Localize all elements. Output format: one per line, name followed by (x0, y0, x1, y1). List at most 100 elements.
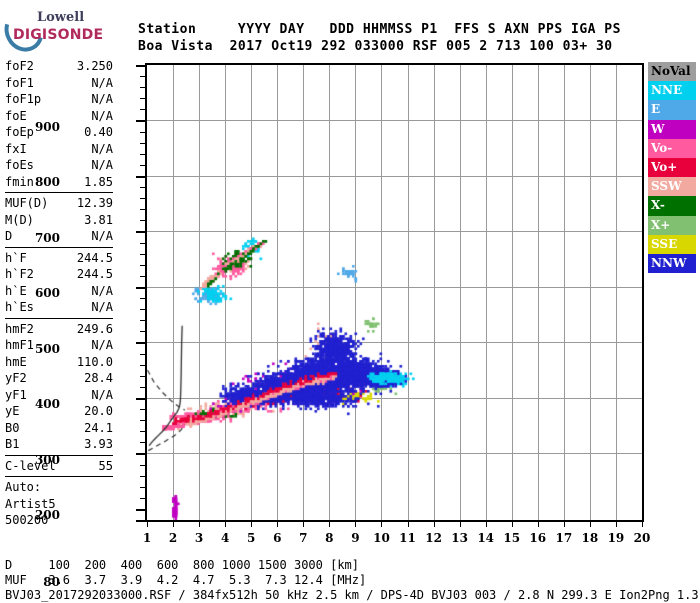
param-key: h`E (5, 283, 27, 298)
legend-item-noval[interactable]: NoVal (648, 62, 696, 82)
param-value: N/A (91, 300, 113, 314)
scatter-canvas (147, 65, 642, 520)
legend-item-x[interactable]: X- (648, 196, 696, 216)
legend-item-vo[interactable]: Vo- (648, 138, 696, 158)
param-divider (5, 476, 113, 477)
x-axis-label: 10 (373, 531, 390, 545)
param-divider (5, 192, 113, 193)
footer-info: D 100 200 400 600 800 1000 1500 3000 [km… (5, 558, 700, 603)
x-axis-tick (589, 520, 591, 527)
param-value: 249.6 (76, 321, 113, 336)
x-axis-labels: 1 2 3 4 5 6 7 8 9 10 11 12 13 14 15 16 17 18 19 20 (143, 527, 651, 547)
x-axis-label: 18 (581, 531, 599, 545)
param-value: 3.93 (84, 437, 113, 451)
param-value: N/A (91, 229, 113, 243)
station-header: Station YYYY DAY DDD HHMMSS P1 FFS S AXN… (138, 21, 621, 55)
x-axis-tick (485, 520, 487, 527)
param-row-fmin: fmin 1.85 (5, 174, 113, 191)
x-axis-label: 1 (142, 531, 152, 545)
param-row-yf2: yF2 28.4 (5, 370, 113, 387)
param-key: hmF1 (5, 338, 34, 352)
x-axis-label: 11 (399, 531, 416, 545)
x-axis-tick (563, 520, 565, 527)
legend-item-w[interactable]: W (648, 119, 696, 139)
x-axis-tick (199, 520, 201, 527)
param-row-hf: h`F 244.5 (5, 250, 113, 267)
param-value: N/A (91, 387, 113, 402)
param-row-fof2: foF2 3.250 (5, 58, 113, 75)
x-axis-tick (537, 520, 539, 527)
y-axis-tick-minor (140, 409, 147, 411)
x-axis-tick (225, 520, 227, 527)
y-axis-tick-minor (140, 375, 147, 377)
y-axis-tick-major (136, 65, 147, 67)
param-row-ye: yE 20.0 (5, 403, 113, 420)
legend-item-x[interactable]: X+ (648, 215, 696, 235)
legend-item-ssw[interactable]: SSW (648, 177, 696, 197)
polarization-legend: NoVal NNE E W Vo- Vo+ SSW X- X+ SSE NNW (648, 62, 696, 274)
x-axis-label: 19 (607, 531, 625, 545)
y-axis-tick-minor (140, 164, 147, 166)
y-axis-tick-minor (140, 442, 147, 444)
param-key: MUF(D) (5, 196, 49, 210)
y-axis-tick-minor (140, 464, 147, 466)
x-axis-label: 8 (325, 531, 334, 545)
param-value: N/A (91, 283, 113, 298)
param-key: fxI (5, 141, 27, 156)
header-row-labels: Station YYYY DAY DDD HHMMSS P1 FFS S AXN… (138, 22, 621, 37)
param-value: 24.1 (84, 420, 113, 435)
param-key: h`F2 (5, 267, 34, 281)
param-row-hme: hmE 110.0 (5, 354, 113, 371)
x-axis-tick (303, 520, 305, 527)
param-key: foF1p (5, 92, 42, 106)
param-value: N/A (91, 338, 113, 352)
x-axis-label: 9 (351, 531, 360, 545)
x-axis-tick (277, 520, 279, 527)
x-axis-label: 15 (503, 531, 521, 545)
legend-item-sse[interactable]: SSE (648, 234, 696, 254)
logo-lowell-text: Lowell (37, 10, 85, 25)
param-value: N/A (91, 75, 113, 90)
legend-item-vo[interactable]: Vo+ (648, 157, 696, 178)
y-axis-tick-major (136, 286, 147, 289)
y-axis-tick-minor (140, 220, 147, 222)
param-value: 0.40 (84, 125, 113, 139)
param-row-fxi: fxI N/A (5, 141, 113, 158)
footer-distance-row: D 100 200 400 600 800 1000 1500 3000 [km… (5, 558, 360, 572)
param-divider (5, 454, 113, 456)
param-key: h`F (5, 250, 27, 265)
legend-item-e[interactable]: E (648, 100, 696, 120)
param-key: M(D) (5, 212, 34, 227)
param-key: foF1 (5, 75, 34, 90)
param-value: 3.81 (84, 212, 113, 227)
param-key: C-level (5, 458, 56, 473)
y-axis-tick-minor (140, 420, 147, 422)
y-axis-tick-minor (140, 209, 147, 211)
param-row-hmf2: hmF2 249.6 (5, 321, 113, 338)
legend-item-nne[interactable]: NNE (648, 81, 696, 101)
param-value: 12.39 (76, 196, 113, 210)
param-key: foE (5, 108, 27, 123)
param-key: B0 (5, 420, 20, 435)
param-row-b1: B1 3.93 (5, 436, 113, 453)
param-key: yE (5, 404, 20, 418)
y-axis-tick-minor (140, 198, 147, 200)
param-key: yF2 (5, 371, 27, 385)
y-axis-tick-minor (140, 275, 147, 277)
y-axis-tick-major (136, 231, 147, 234)
x-axis-label: 20 (633, 531, 651, 545)
legend-item-nnw[interactable]: NNW (648, 253, 696, 274)
y-axis-tick-major (136, 342, 147, 345)
param-value: N/A (91, 141, 113, 156)
param-key: hmE (5, 354, 27, 369)
x-axis-tick (433, 520, 435, 527)
auto-code: 500200 (5, 513, 49, 527)
param-row-md: M(D) 3.81 (5, 212, 113, 229)
y-axis-tick-minor (140, 386, 147, 388)
param-row-yf1: yF1 N/A (5, 387, 113, 404)
y-axis-tick-major (136, 520, 147, 522)
param-key: fmin (5, 174, 34, 189)
ionogram-plot[interactable] (136, 63, 645, 527)
x-axis-label: 2 (168, 531, 178, 545)
x-axis-tick (329, 520, 331, 527)
